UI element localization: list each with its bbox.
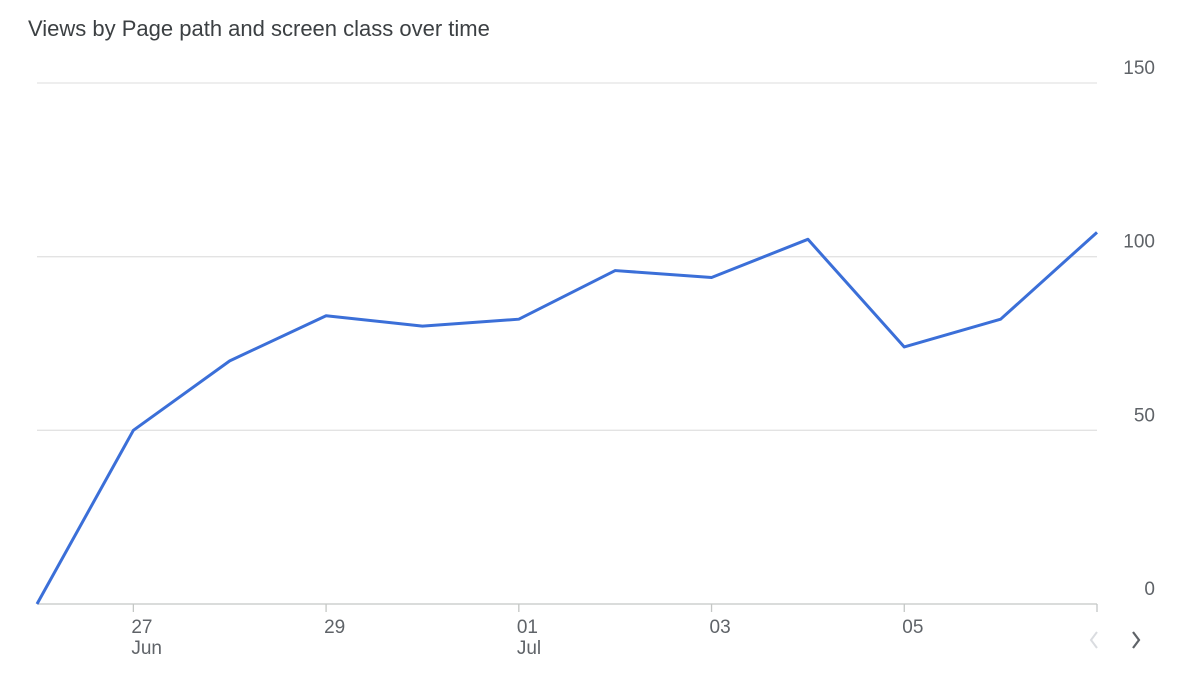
x-tick-sublabel: Jul <box>517 638 541 659</box>
x-tick-label: 29 <box>324 617 345 638</box>
data-line <box>35 231 1099 605</box>
x-tick-label: 05 <box>902 617 923 638</box>
next-icon[interactable] <box>1132 631 1141 649</box>
y-tick-label: 50 <box>1134 405 1155 426</box>
y-tick-label: 0 <box>1144 579 1155 600</box>
pager-prev[interactable] <box>1089 631 1098 649</box>
x-tick-label: 01 <box>517 617 538 638</box>
pager-next[interactable] <box>1132 631 1141 649</box>
y-tick-label: 100 <box>1123 232 1155 253</box>
chart-title: Views by Page path and screen class over… <box>28 16 490 41</box>
x-tick-label: 03 <box>710 617 731 638</box>
y-tick-label: 150 <box>1123 58 1155 79</box>
x-tick-label: 27 <box>131 617 152 638</box>
prev-icon[interactable] <box>1089 631 1098 649</box>
x-tick-sublabel: Jun <box>131 638 162 659</box>
